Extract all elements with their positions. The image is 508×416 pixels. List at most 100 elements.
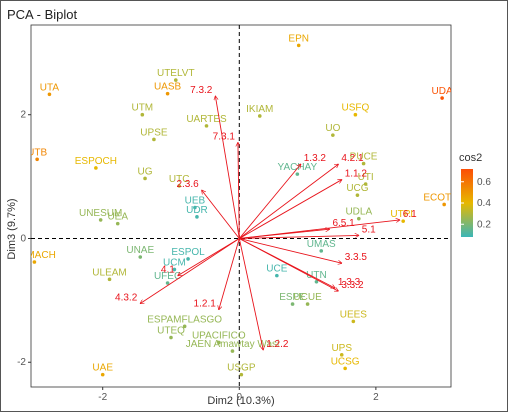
individual-point: [355, 193, 360, 197]
individual-label: EPN: [288, 33, 309, 44]
individual-point: [440, 96, 444, 100]
variable-arrow: [178, 238, 240, 275]
individual-point: [339, 353, 344, 357]
variable-label: 1.1.2: [345, 169, 368, 180]
variable-arrow: [238, 143, 239, 239]
individual-point: [319, 249, 324, 253]
chart-title: PCA - Biplot: [7, 7, 77, 22]
individual-label: ESPOCH: [75, 156, 117, 167]
variable-arrow: [238, 238, 263, 349]
individual-label: JAEN Amawtay Wasi: [186, 339, 280, 350]
variable-label: 2.3.6: [176, 179, 199, 190]
individual-point: [100, 372, 105, 377]
individual-point: [173, 78, 178, 82]
individual-point: [290, 302, 295, 306]
individual-label: ESPOL: [171, 247, 205, 258]
plot-content: EPN UTELVT UTA UASB UDA UTM IKIAM USFQ UARTES UO U…: [27, 33, 465, 377]
individual-point: [314, 280, 319, 284]
individual-label: UG: [138, 166, 153, 177]
x-tick-label: 0: [237, 392, 243, 403]
individual-label: UTB: [27, 147, 47, 158]
individual-point: [361, 161, 366, 166]
variable-arrow: [239, 238, 341, 263]
individual-label: UDR: [186, 205, 208, 216]
individual-point: [331, 133, 335, 137]
variable-label: 4.1: [161, 265, 175, 276]
individual-point: [172, 267, 177, 272]
legend-title: cos2: [459, 152, 482, 164]
individual-point: [138, 255, 143, 259]
individual-point: [165, 281, 170, 285]
individual-label: UPSE: [140, 127, 168, 138]
individual-label: UCG: [346, 183, 368, 194]
individual-point: [107, 277, 112, 282]
individual-point: [195, 215, 199, 219]
variable-label: 1.2.1: [194, 299, 217, 310]
individual-label: UTEQ: [157, 325, 185, 336]
individual-label: UTPL: [390, 209, 416, 220]
x-tick-label: -2: [98, 392, 107, 403]
variable-arrow: [215, 96, 240, 239]
individual-point: [305, 302, 310, 306]
variable-label: 3.3.5: [345, 252, 368, 263]
variable-arrow: [239, 238, 338, 291]
legend-colorbar: [461, 169, 473, 237]
individual-label: UPACIFICO: [192, 330, 246, 341]
individual-point: [401, 219, 405, 223]
x-axis-label: Dim2 (10.3%): [207, 395, 274, 407]
individual-point: [115, 221, 120, 226]
variable-arrow: [239, 229, 329, 239]
individual-point: [32, 260, 37, 264]
individual-label: UPS: [331, 343, 352, 354]
variable-arrow: [239, 180, 341, 239]
individual-label: UEB: [185, 196, 206, 207]
individual-point: [442, 202, 446, 207]
individual-label: ESPAMFLASGO: [147, 314, 222, 325]
legend-tick-label: 0.2: [477, 219, 491, 230]
individual-label: UMAS: [307, 239, 336, 250]
individual-label: UDLA: [345, 207, 372, 218]
individual-point: [193, 205, 197, 210]
individual-label: UTN: [306, 270, 327, 281]
individual-point: [182, 324, 187, 329]
individual-point: [186, 257, 190, 261]
individual-point: [152, 137, 156, 142]
individual-point: [257, 114, 262, 118]
variable-label: 4.3.2: [115, 292, 138, 303]
individual-point: [343, 366, 347, 371]
individual-label: UCE: [266, 264, 287, 275]
variable-arrow: [238, 164, 300, 239]
variable-arrow: [202, 190, 240, 239]
axis-ticks: -2 0 2 -2 0 2: [17, 110, 379, 403]
individual-point: [351, 319, 356, 324]
y-axis-label: Dim3 (9.7%): [6, 198, 18, 259]
y-tick-label: 0: [20, 233, 26, 244]
individual-point: [98, 218, 103, 222]
individual-point: [296, 43, 301, 48]
variable-label: 7.3.2: [190, 85, 213, 96]
variable-label: 3.3.2: [341, 280, 364, 291]
individual-point: [169, 335, 173, 340]
individual-label: UAE: [92, 363, 113, 374]
legend-tick-label: 0.4: [477, 198, 491, 209]
individual-point: [204, 124, 209, 128]
variable-label: 6.1: [403, 209, 417, 220]
individual-point: [35, 157, 39, 162]
individual-point: [295, 172, 300, 176]
individual-label: PUCE: [350, 152, 378, 163]
individual-label: UTELVT: [157, 68, 195, 79]
individual-label: UCSG: [331, 356, 360, 367]
individual-label: ULEAM: [92, 267, 126, 278]
individual-point: [239, 372, 244, 377]
variable-arrow: [219, 238, 240, 309]
individual-label: UTI: [358, 172, 374, 183]
variable-arrow: [239, 235, 359, 239]
individual-point: [363, 182, 368, 186]
variable-arrow: [239, 164, 338, 239]
y-tick-label: 2: [20, 110, 26, 121]
individual-point: [275, 273, 279, 278]
individual-label: UASB: [154, 82, 182, 93]
individual-label: ECOTEC: [423, 192, 465, 203]
variable-arrow: [140, 238, 240, 303]
